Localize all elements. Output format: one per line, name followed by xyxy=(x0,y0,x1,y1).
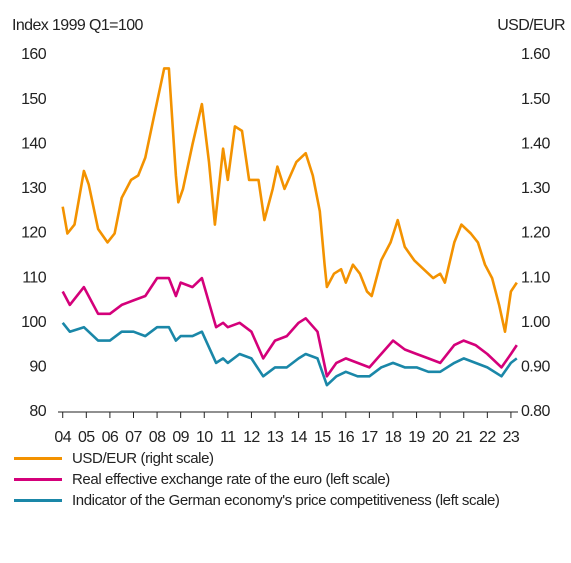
legend-swatch xyxy=(14,478,62,481)
x-tick-label: 09 xyxy=(172,429,189,446)
x-tick-label: 14 xyxy=(290,429,307,446)
y-tick-label: 80 xyxy=(29,403,46,420)
y2-tick-label: 1.30 xyxy=(521,180,550,197)
legend-label: Indicator of the German economy's price … xyxy=(72,492,500,509)
y-axis-label: Index 1999 Q1=100 xyxy=(12,17,144,34)
legend: USD/EUR (right scale) Real effective exch… xyxy=(0,448,571,532)
series-line xyxy=(61,276,518,378)
legend-entry: Indicator of the German economy's price … xyxy=(0,490,571,532)
legend-label: USD/EUR (right scale) xyxy=(72,450,214,467)
y-tick-label: 150 xyxy=(21,91,47,108)
x-tick-label: 07 xyxy=(125,429,142,446)
x-tick-label: 17 xyxy=(361,429,378,446)
y2-tick-label: 1.50 xyxy=(521,91,550,108)
legend-label: Real effective exchange rate of the euro… xyxy=(72,471,390,488)
y2-tick-label: 1.60 xyxy=(521,46,550,63)
y2-tick-label: 1.10 xyxy=(521,269,550,286)
y-tick-label: 130 xyxy=(21,180,47,197)
y-tick-label: 110 xyxy=(22,269,46,286)
x-tick-label: 06 xyxy=(102,429,119,446)
y2-tick-label: 0.80 xyxy=(521,403,550,420)
series-line xyxy=(61,67,518,333)
x-tick-label: 20 xyxy=(432,429,449,446)
y-tick-label: 90 xyxy=(29,359,46,376)
series-line xyxy=(61,321,518,387)
x-tick-label: 18 xyxy=(385,429,402,446)
x-tick-label: 21 xyxy=(455,429,472,446)
legend-swatch xyxy=(14,499,62,502)
x-tick-label: 16 xyxy=(337,429,354,446)
x-tick-label: 04 xyxy=(54,429,71,446)
y-tick-label: 160 xyxy=(21,46,47,63)
legend-entry: USD/EUR (right scale) xyxy=(0,448,571,469)
legend-swatch xyxy=(14,457,62,460)
y2-tick-label: 1.20 xyxy=(521,225,550,242)
x-tick-label: 10 xyxy=(196,429,213,446)
x-tick-label: 12 xyxy=(243,429,260,446)
y2-axis-label: USD/EUR xyxy=(497,17,565,34)
x-tick-label: 22 xyxy=(479,429,496,446)
x-tick-label: 19 xyxy=(408,429,425,446)
y-tick-label: 120 xyxy=(21,225,47,242)
x-tick-label: 23 xyxy=(503,429,520,446)
chart: Index 1999 Q1=100 USD/EUR 80 90 100 110 120 1… xyxy=(12,17,566,446)
x-tick-label: 11 xyxy=(220,429,236,446)
y-tick-label: 100 xyxy=(21,314,47,331)
y-tick-label: 140 xyxy=(21,135,47,152)
x-tick-label: 08 xyxy=(149,429,166,446)
y2-tick-label: 1.00 xyxy=(521,314,550,331)
x-tick-label: 13 xyxy=(267,429,284,446)
x-tick-label: 05 xyxy=(78,429,95,446)
y2-tick-label: 1.40 xyxy=(521,135,550,152)
x-tick-label: 15 xyxy=(314,429,331,446)
y2-tick-label: 0.90 xyxy=(521,359,550,376)
legend-entry: Real effective exchange rate of the euro… xyxy=(0,469,571,490)
